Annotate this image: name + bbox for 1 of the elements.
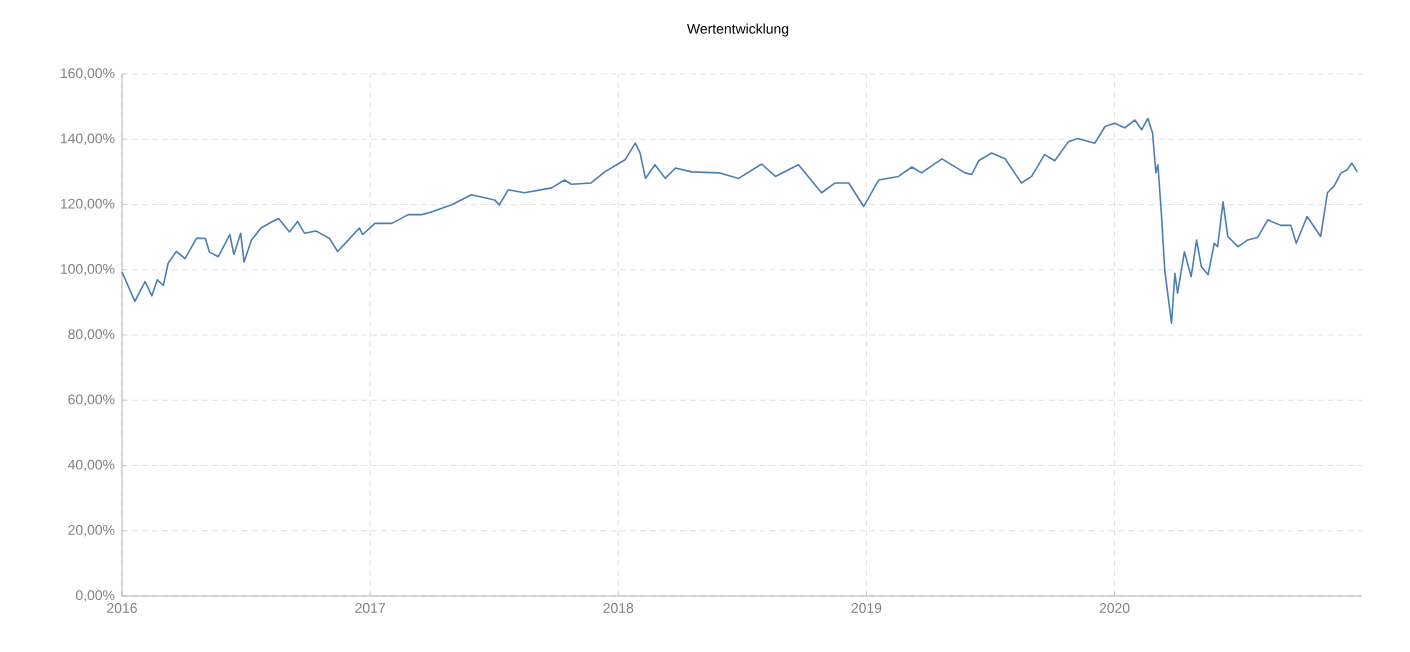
line-series	[121, 117, 1359, 325]
